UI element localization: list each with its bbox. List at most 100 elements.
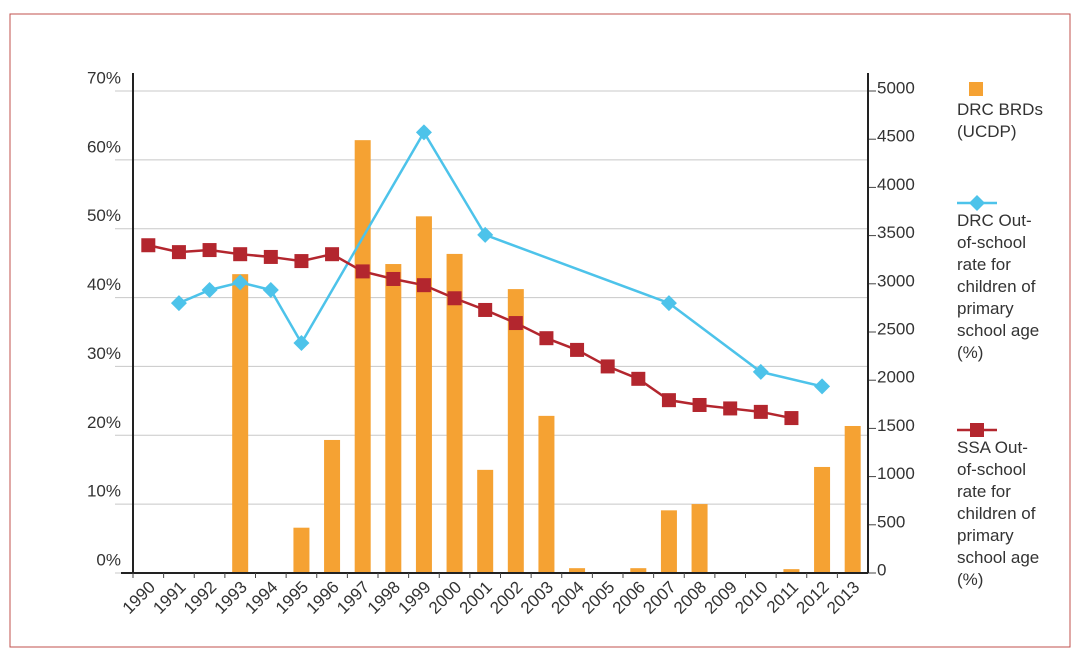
bar [477, 469, 494, 573]
marker [753, 404, 768, 419]
bar [232, 274, 249, 573]
marker [447, 291, 462, 306]
marker [478, 302, 493, 317]
y2-tick-label: 1000 [877, 464, 915, 483]
x-tick-label: 2013 [823, 578, 863, 618]
marker [692, 397, 707, 412]
x-tick-label: 1998 [364, 578, 404, 618]
bar [385, 264, 402, 573]
marker [232, 274, 249, 291]
bar [569, 568, 586, 573]
y2-tick-label: 3000 [877, 271, 915, 290]
marker [814, 378, 831, 395]
marker [752, 363, 769, 380]
marker [294, 254, 309, 269]
x-tick-label: 2009 [701, 578, 741, 618]
y-tick-label: 30% [87, 344, 121, 363]
bar [354, 140, 371, 573]
x-tick-label: 2007 [639, 578, 679, 618]
y2-tick-label: 2500 [877, 319, 915, 338]
x-tick-label: 1996 [303, 578, 343, 618]
x-tick-label: 2004 [548, 578, 588, 618]
x-tick-label: 2001 [456, 578, 496, 618]
marker [723, 401, 738, 416]
bar [507, 289, 524, 573]
legend-label: SSA Out-of-school rate for children of p… [957, 438, 1040, 589]
marker [170, 295, 187, 312]
x-tick-label: 2003 [517, 578, 557, 618]
marker [539, 331, 554, 346]
legend-marker [970, 423, 984, 437]
x-tick-label: 2002 [486, 578, 526, 618]
marker [293, 335, 310, 352]
y2-tick-label: 5000 [877, 78, 915, 97]
y-tick-label: 60% [87, 137, 121, 156]
bar [814, 466, 831, 573]
bar [538, 415, 555, 573]
y-tick-label: 20% [87, 413, 121, 432]
y-tick-label: 40% [87, 275, 121, 294]
y-tick-label: 10% [87, 482, 121, 501]
marker [262, 281, 279, 298]
marker [661, 393, 676, 408]
y-tick-label: 70% [87, 68, 121, 87]
y2-tick-label: 3500 [877, 223, 915, 242]
bar [660, 510, 677, 573]
legend-swatch [969, 82, 983, 96]
marker [201, 281, 218, 298]
legend-label: DRC Out-of-school rate for children of p… [957, 211, 1040, 362]
frame [9, 13, 1071, 648]
x-tick-label: 2006 [609, 578, 649, 618]
marker [325, 247, 340, 262]
x-tick-label: 2012 [793, 578, 833, 618]
marker [477, 226, 494, 243]
x-tick-label: 2000 [425, 578, 465, 618]
line [178, 129, 823, 388]
bar [630, 568, 647, 573]
y-tick-label: 0% [96, 550, 121, 569]
x-tick-label: 1999 [394, 578, 434, 618]
bar [324, 439, 341, 573]
x-tick-label: 2008 [670, 578, 710, 618]
legend-marker [969, 195, 985, 211]
bar [691, 504, 708, 573]
marker [600, 359, 615, 374]
marker [784, 411, 799, 426]
y2-tick-label: 0 [877, 560, 886, 579]
x-tick-label: 1997 [333, 578, 373, 618]
bar [415, 216, 432, 573]
marker [202, 243, 217, 258]
y2-tick-label: 500 [877, 512, 905, 531]
y-tick-label: 50% [87, 206, 121, 225]
marker [171, 245, 186, 260]
x-tick-label: 1993 [211, 578, 251, 618]
x-tick-label: 2010 [731, 578, 771, 618]
x-tick-label: 1990 [119, 578, 159, 618]
y2-tick-label: 4000 [877, 175, 915, 194]
bar [293, 527, 310, 573]
marker [263, 249, 278, 264]
marker [660, 295, 677, 312]
marker [355, 264, 370, 279]
bar [446, 253, 463, 573]
line [148, 244, 792, 420]
marker [631, 371, 646, 386]
marker [233, 247, 248, 262]
x-tick-label: 2005 [578, 578, 618, 618]
y2-tick-label: 4500 [877, 127, 915, 146]
x-tick-label: 1992 [180, 578, 220, 618]
marker [415, 124, 432, 141]
bar [844, 425, 861, 573]
x-tick-label: 1991 [149, 578, 189, 618]
marker [416, 278, 431, 293]
marker [508, 316, 523, 331]
x-tick-label: 1995 [272, 578, 312, 618]
y2-tick-label: 1500 [877, 416, 915, 435]
x-tick-label: 1994 [241, 578, 281, 618]
bar [783, 569, 800, 573]
marker [570, 342, 585, 357]
y2-tick-label: 2000 [877, 368, 915, 387]
x-tick-label: 2011 [763, 578, 802, 617]
